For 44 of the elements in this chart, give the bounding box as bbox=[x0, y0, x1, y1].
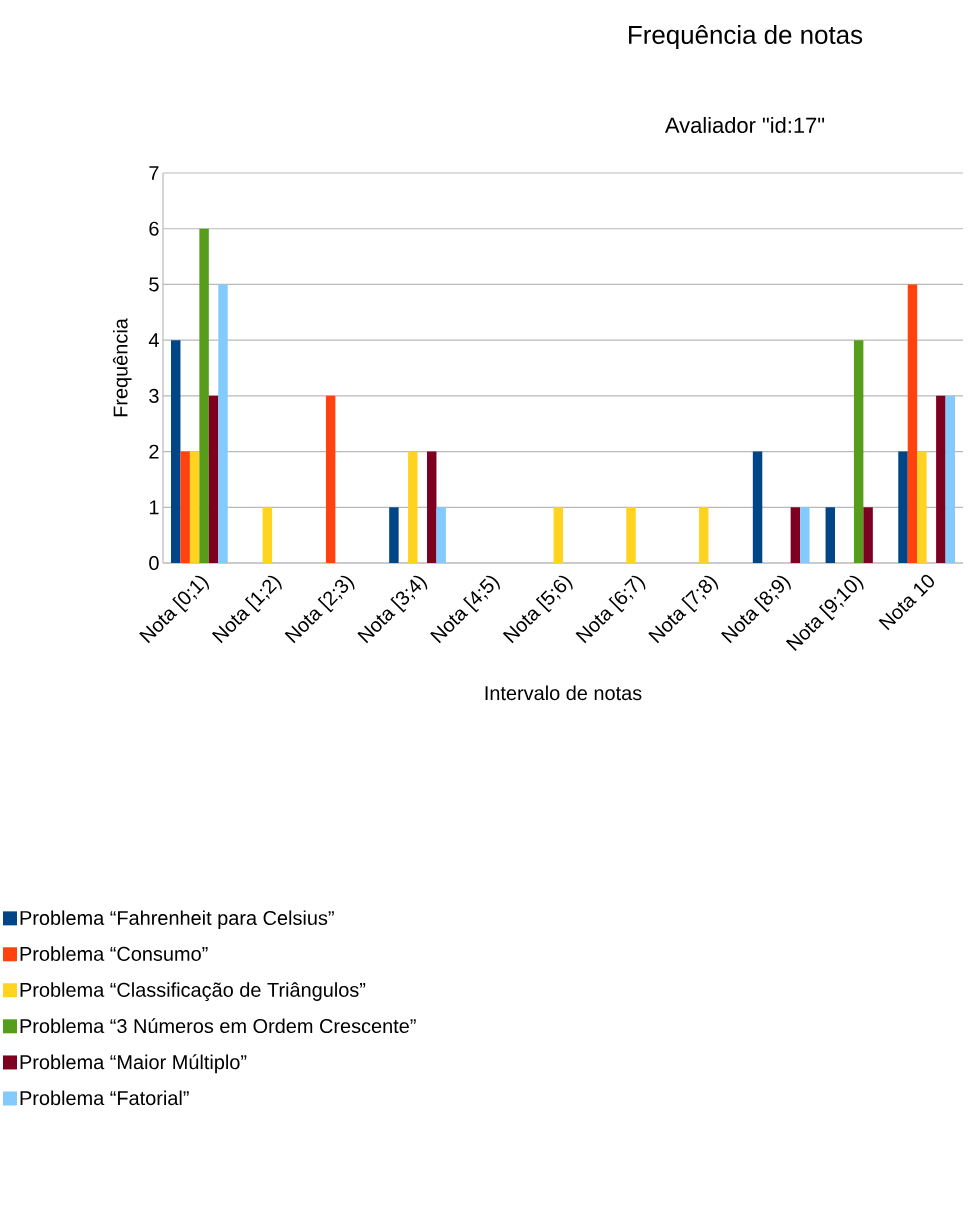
y-tick-label: 6 bbox=[149, 221, 159, 236]
bar bbox=[790, 507, 801, 564]
bar bbox=[917, 451, 927, 564]
bar bbox=[825, 507, 836, 564]
bar bbox=[699, 507, 709, 564]
chart-title: Frequência de notas bbox=[629, 24, 863, 50]
bar bbox=[945, 395, 956, 564]
bar bbox=[325, 395, 336, 564]
x-axis-title: Intervalo de notas bbox=[485, 685, 642, 701]
bar bbox=[171, 340, 181, 564]
bar bbox=[436, 507, 446, 564]
bar bbox=[907, 284, 918, 564]
y-tick-label: 1 bbox=[149, 500, 159, 515]
chart-subtitle: Avaliador "id:17" bbox=[664, 116, 825, 134]
legend-label: Problema “Fahrenheit para Celsius” bbox=[20, 910, 334, 929]
bar bbox=[389, 507, 399, 564]
bar bbox=[262, 507, 273, 564]
bar bbox=[180, 451, 190, 564]
y-tick-label: 4 bbox=[148, 333, 159, 348]
bar bbox=[898, 451, 908, 564]
bar bbox=[427, 451, 437, 564]
bar bbox=[752, 451, 763, 564]
bar bbox=[863, 507, 873, 564]
bar bbox=[208, 395, 219, 564]
bar bbox=[553, 507, 563, 564]
y-tick-label: 0 bbox=[149, 555, 159, 571]
legend-label: Problema “Fatorial” bbox=[20, 1090, 189, 1106]
y-tick-label: 7 bbox=[149, 166, 159, 180]
y-tick-label: 3 bbox=[149, 388, 159, 403]
y-tick-label: 2 bbox=[149, 444, 159, 459]
legend-label: Problema “Classificação de Triângulos” bbox=[20, 982, 366, 1001]
bar bbox=[853, 340, 864, 564]
bar bbox=[218, 284, 228, 564]
bar bbox=[199, 228, 209, 564]
bar bbox=[626, 507, 636, 564]
legend-label: Problema “Maior Múltiplo” bbox=[20, 1054, 247, 1074]
bar bbox=[408, 451, 418, 564]
legend-label: Problema “3 Números em Ordem Crescente” bbox=[20, 1018, 416, 1034]
y-axis-title: Frequência bbox=[112, 318, 132, 417]
bar bbox=[936, 395, 946, 564]
legend-label: Problema “Consumo” bbox=[20, 946, 208, 961]
bar bbox=[189, 451, 200, 564]
y-tick-label: 5 bbox=[149, 277, 159, 292]
bar bbox=[800, 507, 810, 564]
